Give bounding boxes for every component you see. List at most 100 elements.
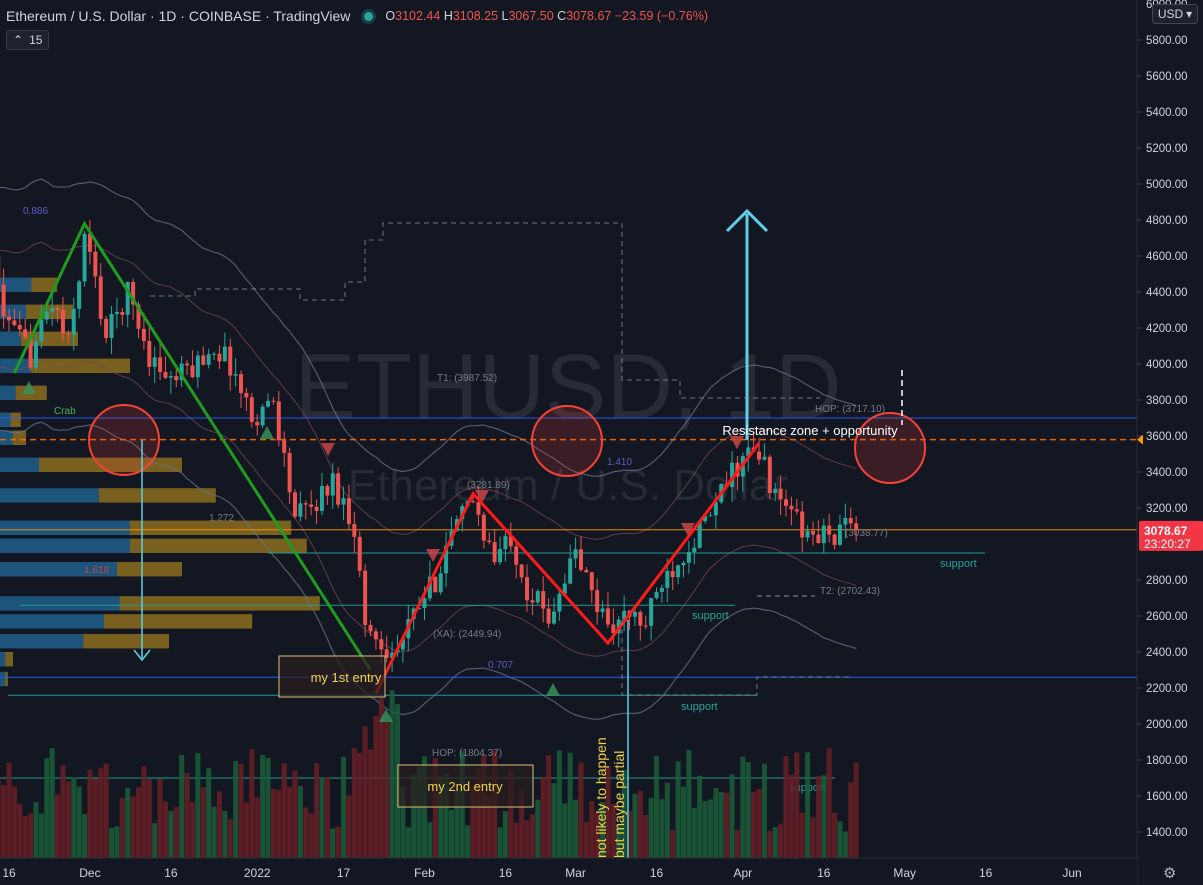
- time-tick-label: 16: [979, 866, 993, 880]
- profile-buy-bar: [0, 596, 120, 611]
- volume-bar: [627, 810, 633, 858]
- volume-bar: [28, 813, 34, 858]
- candle-body: [578, 549, 583, 570]
- volume-bar: [249, 749, 255, 858]
- up-triangle-marker: [260, 426, 274, 439]
- volume-bar: [529, 814, 535, 858]
- candle-body: [352, 524, 357, 537]
- price-tick-label: 3600.00: [1146, 431, 1188, 443]
- candle-body: [503, 536, 508, 550]
- candle-body: [713, 502, 718, 516]
- profile-sell-bar: [26, 304, 73, 319]
- candle-body: [98, 276, 103, 319]
- profile-buy-bar: [0, 562, 117, 577]
- volume-bar: [556, 750, 562, 858]
- volume-bar: [713, 788, 719, 858]
- profile-sell-bar: [119, 596, 320, 611]
- candle-body: [810, 530, 815, 535]
- volume-bar: [778, 823, 784, 858]
- volume-bar: [17, 804, 23, 858]
- price-tick-label: 5600.00: [1146, 71, 1188, 83]
- low-value: 3067.50: [508, 9, 554, 23]
- candle-body: [649, 598, 654, 626]
- candle-body: [444, 545, 449, 574]
- indicator-bands: [0, 178, 857, 720]
- first-entry-box: [278, 655, 386, 698]
- volume-bar: [243, 802, 249, 858]
- candle-body: [730, 462, 735, 488]
- candle-body: [228, 346, 233, 376]
- candle-body: [605, 608, 610, 625]
- price-axis[interactable]: 1400.00 1600.00 1800.00 2000.00 2200.00 2400.…: [1136, 0, 1203, 885]
- candle-body: [800, 511, 805, 538]
- band-line: [0, 421, 857, 720]
- profile-sell-bar: [83, 634, 169, 649]
- candle-body: [481, 514, 486, 541]
- target-arrow-head: [725, 208, 769, 233]
- profile-buy-bar: [0, 430, 13, 445]
- volume-bar: [130, 796, 136, 858]
- price-tick-label: 2000.00: [1146, 719, 1188, 731]
- volume-bar: [0, 777, 1, 858]
- volume-bar: [373, 715, 379, 858]
- volume-bar: [486, 795, 492, 858]
- candle-body: [82, 233, 87, 282]
- currency-select[interactable]: USD ▾: [1152, 4, 1198, 24]
- candle-body: [244, 393, 249, 398]
- hop-low-label: HOP: (1804.37): [432, 748, 502, 759]
- candle-body: [584, 569, 589, 573]
- volume-bar: [206, 768, 212, 858]
- candle-body: [282, 440, 287, 453]
- volume-bar: [265, 758, 271, 858]
- volume-bar: [524, 820, 530, 858]
- volume-bar: [119, 797, 125, 858]
- ratio-label: 0.886: [23, 206, 48, 217]
- low-label: L: [501, 9, 509, 23]
- volume-bar: [772, 827, 778, 858]
- candle-body: [487, 540, 492, 543]
- candle-body: [373, 631, 378, 640]
- candle-body: [363, 570, 368, 626]
- volume-bar: [853, 762, 859, 858]
- profile-sell-bar: [13, 430, 26, 445]
- candle-body: [433, 576, 438, 593]
- up-triangle-marker: [22, 381, 36, 394]
- price-badge-countdown: 23:20:27: [1144, 537, 1191, 551]
- time-tick-label: 2022: [244, 866, 271, 880]
- time-tick-label: Jun: [1062, 866, 1081, 880]
- candle-body: [206, 354, 211, 365]
- time-axis[interactable]: 16 Dec 16 2022 17 Feb 16 Mar 16 Apr 16 May 16 Jun: [0, 857, 1137, 885]
- profile-buy-bar: [0, 538, 130, 553]
- up-triangle-marker: [546, 683, 560, 696]
- volume-bar: [637, 790, 643, 858]
- indicator-count: 15: [29, 33, 43, 47]
- volume-bar: [535, 799, 541, 858]
- t2-label: T2: (2702.43): [820, 586, 880, 597]
- volume-bar: [227, 819, 233, 858]
- symbol-title[interactable]: Ethereum / U.S. Dollar · 1D · COINBASE ·…: [6, 8, 351, 24]
- chart-header: Ethereum / U.S. Dollar · 1D · COINBASE ·…: [6, 6, 708, 26]
- volume-bar: [411, 774, 417, 858]
- vertical-note-1: not likely to happen: [593, 737, 609, 858]
- indicator-toggle[interactable]: ⌃ 15: [6, 30, 50, 50]
- resistance-circle: [531, 405, 603, 477]
- candle-body: [152, 357, 157, 367]
- time-tick-label: Feb: [414, 866, 435, 880]
- volume-bar: [44, 758, 50, 858]
- volume-bar: [238, 763, 244, 858]
- candle-body: [190, 365, 195, 378]
- volume-bar: [60, 765, 66, 858]
- change-value: −23.59 (−0.76%): [614, 9, 708, 23]
- candle-body: [784, 499, 789, 506]
- volume-bar: [368, 749, 374, 858]
- candle-body: [508, 536, 513, 547]
- gear-icon[interactable]: ⚙: [1163, 865, 1177, 882]
- level-marker-icon: [1137, 434, 1143, 445]
- price-tick-label: 3400.00: [1146, 467, 1188, 479]
- time-tick-label: 16: [2, 866, 16, 880]
- volume-bar: [675, 761, 681, 858]
- profile-sell-bar: [5, 671, 8, 687]
- profile-sell-bar: [130, 520, 292, 535]
